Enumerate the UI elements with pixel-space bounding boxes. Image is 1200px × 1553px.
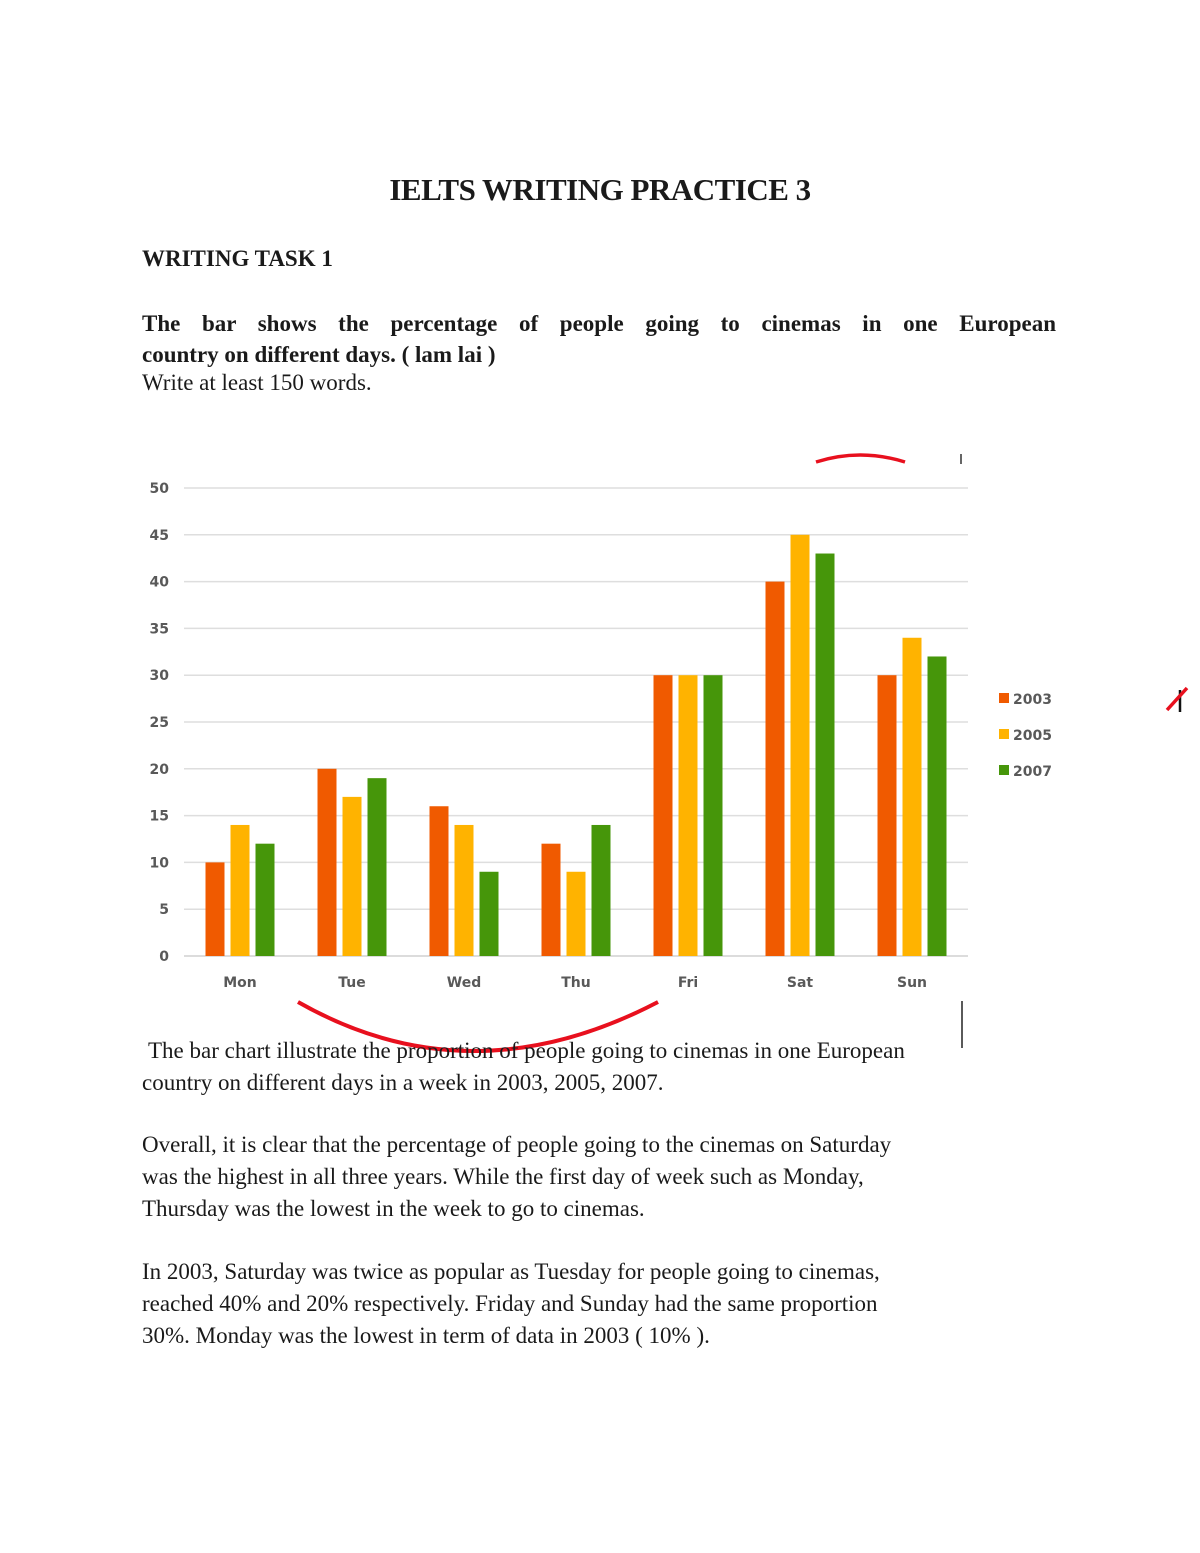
bar-wed-2005	[454, 824, 474, 956]
bar-sat-2005	[790, 534, 810, 956]
y-tick-label: 15	[150, 809, 169, 825]
chart-gridlines	[184, 487, 968, 957]
x-tick-label: Fri	[678, 975, 698, 991]
red-strike-annotation	[1165, 686, 1189, 712]
bar-tue-2003	[317, 768, 337, 956]
red-arc-top-annotation	[815, 453, 906, 464]
y-tick-label: 40	[150, 575, 170, 591]
bar-fri-2003	[653, 675, 673, 956]
bar-mon-2007	[255, 843, 275, 956]
task-heading: WRITING TASK 1	[142, 246, 333, 271]
prompt-line-1: The bar shows the percentage of people g…	[142, 311, 1056, 336]
y-tick-label: 50	[150, 481, 170, 497]
y-tick-label: 45	[150, 528, 169, 544]
bar-mon-2005	[230, 824, 250, 956]
essay-paragraph-2: Overall, it is clear that the percentage…	[142, 1129, 1056, 1225]
x-axis-labels: Mon Tue Wed Thu Fri Sat Sun	[223, 975, 927, 991]
x-tick-label: Mon	[223, 975, 257, 991]
prompt-line-2: country on different days. ( lam lai )	[142, 342, 496, 367]
legend-swatch-2005	[999, 729, 1009, 739]
bar-thu-2007	[591, 824, 611, 956]
y-tick-label: 20	[150, 762, 170, 778]
x-tick-label: Sun	[897, 975, 927, 991]
essay-line: Overall, it is clear that the percentage…	[142, 1132, 892, 1157]
bar-mon-2003	[205, 862, 225, 956]
bar-thu-2005	[566, 871, 586, 956]
task-prompt: The bar shows the percentage of people g…	[142, 308, 1056, 370]
bar-thu-2003	[541, 843, 561, 956]
legend-label-2007: 2007	[1013, 764, 1052, 780]
chart-legend: 2003 2005 2007	[999, 692, 1052, 780]
bar-sun-2005	[902, 637, 922, 956]
bar-sat-2003	[765, 581, 785, 956]
essay-line: The bar chart illustrate the proportion …	[148, 1038, 905, 1063]
bar-wed-2007	[479, 871, 499, 956]
essay-line: In 2003, Saturday was twice as popular a…	[142, 1259, 880, 1284]
y-tick-label: 10	[150, 855, 170, 871]
bar-sun-2003	[877, 675, 897, 956]
essay-line: Thursday was the lowest in the week to g…	[142, 1196, 645, 1221]
essay-paragraph-3: In 2003, Saturday was twice as popular a…	[142, 1256, 1056, 1352]
essay-line: 30%. Monday was the lowest in term of da…	[142, 1323, 710, 1348]
bar-sat-2007	[815, 553, 835, 956]
essay-line: reached 40% and 20% respectively. Friday…	[142, 1291, 878, 1316]
bar-tue-2007	[367, 778, 387, 956]
x-tick-label: Thu	[561, 975, 590, 991]
y-axis-ticks: 0 5 10 15 20 25 30 35 40 45 50	[150, 481, 170, 965]
legend-swatch-2003	[999, 693, 1009, 703]
bar-tue-2005	[342, 796, 362, 956]
legend-label-2003: 2003	[1013, 692, 1052, 708]
y-tick-label: 35	[150, 621, 169, 637]
bar-fri-2005	[678, 675, 698, 956]
chart-bars	[205, 534, 947, 956]
y-tick-label: 30	[150, 668, 170, 684]
x-tick-label: Tue	[338, 975, 365, 991]
y-tick-label: 5	[159, 902, 169, 918]
bar-wed-2003	[429, 806, 449, 956]
bar-fri-2007	[703, 675, 723, 956]
x-tick-label: Wed	[447, 975, 481, 991]
y-tick-label: 0	[159, 949, 169, 965]
word-count-instructions: Write at least 150 words.	[142, 370, 372, 395]
legend-swatch-2007	[999, 765, 1009, 775]
legend-label-2005: 2005	[1013, 728, 1052, 744]
essay-line: country on different days in a week in 2…	[142, 1070, 664, 1095]
bar-sun-2007	[927, 656, 947, 956]
essay-line: was the highest in all three years. Whil…	[142, 1164, 864, 1189]
essay-paragraph-1: The bar chart illustrate the proportion …	[142, 1035, 1056, 1099]
page-title: IELTS WRITING PRACTICE 3	[389, 172, 811, 207]
y-tick-label: 25	[150, 715, 169, 731]
x-tick-label: Sat	[787, 975, 814, 991]
